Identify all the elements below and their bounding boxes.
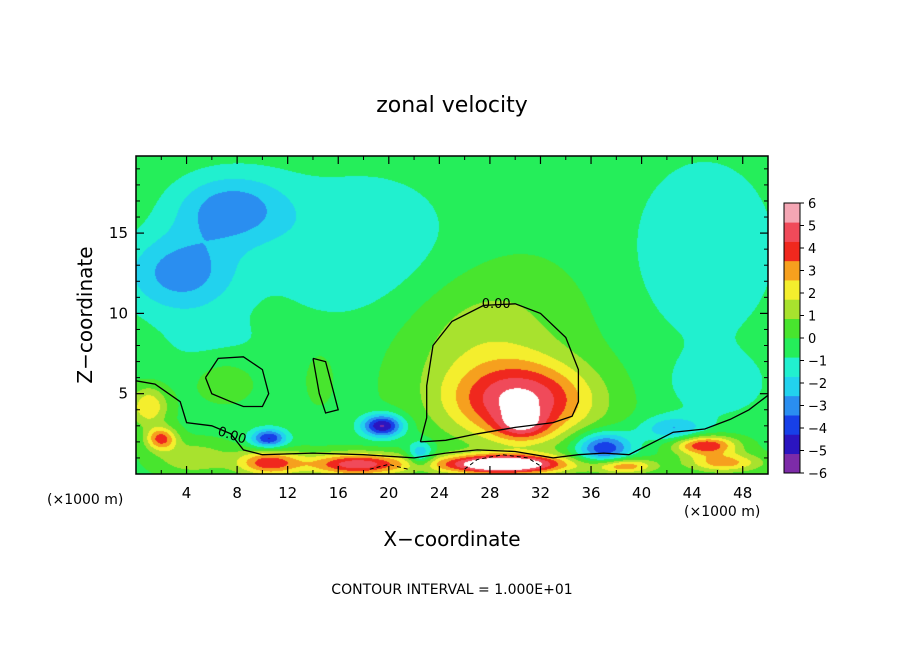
colorbar-swatch: [784, 395, 800, 416]
zero-contour-line: [135, 380, 769, 459]
y-tick-label: 10: [109, 304, 128, 322]
colorbar-tick-label: 5: [808, 220, 816, 235]
colorbar-swatch: [784, 415, 800, 435]
colorbar: 6 5 4 3 2 1 0 −1 −2 −3 −4 −5 −6: [783, 197, 827, 482]
colorbar-swatch: [784, 338, 800, 358]
x-tick-label: 16: [329, 484, 348, 502]
x-tick-label: 12: [278, 484, 297, 502]
colorbar-tick-label: 4: [808, 242, 816, 257]
x-tick-label: 8: [232, 484, 242, 502]
colorbar-tick-label: 1: [808, 310, 816, 325]
colorbar-tick-label: −5: [808, 445, 827, 460]
contour-interval-note: CONTOUR INTERVAL = 1.000E+01: [331, 582, 572, 598]
colorbar-tick-label: −4: [808, 422, 827, 437]
colorbar-swatch: [784, 280, 800, 300]
colorbar-tick-label: 3: [808, 265, 816, 280]
plot-area: 0.000.00: [135, 155, 769, 475]
colorbar-tick-label: 6: [808, 197, 816, 212]
colorbar-tick-label: 0: [808, 332, 816, 347]
colorbar-tick-label: −1: [808, 355, 827, 370]
x-tick-label: 48: [733, 484, 752, 502]
x-tick-label: 32: [531, 484, 550, 502]
colorbar-swatch: [784, 299, 800, 320]
colorbar-swatch: [784, 357, 800, 377]
x-tick-label: 40: [632, 484, 651, 502]
negative-contour-line: [464, 454, 541, 470]
x-axis-ticks: 4 8 12 16 20 24 28 32 36 40 44 48: [160, 156, 752, 502]
y-tick-label: 15: [109, 224, 128, 242]
colorbar-tick-label: 2: [808, 287, 816, 302]
x-unit-right: (×1000 m): [684, 504, 760, 520]
zero-contour-line: [204, 356, 270, 408]
colorbar-swatch: [784, 222, 800, 242]
zero-contour-line: [312, 357, 339, 414]
colorbar-tick-label: −2: [808, 377, 827, 392]
x-axis-label: X−coordinate: [383, 527, 520, 551]
contour-layer: 0.000.00: [135, 297, 769, 470]
colorbar-swatch: [784, 241, 800, 262]
x-unit-left: (×1000 m): [47, 492, 123, 508]
colorbar-tick-label: −3: [808, 400, 827, 415]
zero-contour-line: [419, 303, 580, 443]
colorbar-swatch: [784, 260, 800, 281]
plot-frame: [135, 155, 769, 475]
colorbar-swatch: [784, 203, 800, 223]
y-axis-ticks: 5 10 15: [109, 168, 768, 459]
x-tick-label: 20: [379, 484, 398, 502]
colorbar-swatch: [784, 376, 800, 397]
colorbar-swatch: [784, 453, 800, 474]
x-tick-label: 28: [480, 484, 499, 502]
chart-title: zonal velocity: [376, 93, 528, 118]
y-tick-label: 5: [118, 385, 128, 403]
x-tick-label: 44: [683, 484, 702, 502]
y-axis-label: Z−coordinate: [73, 246, 97, 383]
x-tick-label: 24: [430, 484, 449, 502]
colorbar-tick-label: −6: [808, 467, 827, 482]
colorbar-swatch: [784, 434, 800, 455]
heatmap-field: [136, 156, 768, 474]
x-tick-label: 36: [581, 484, 600, 502]
contour-label: 0.00: [482, 297, 511, 312]
colorbar-swatch: [784, 318, 800, 339]
x-tick-label: 4: [182, 484, 192, 502]
